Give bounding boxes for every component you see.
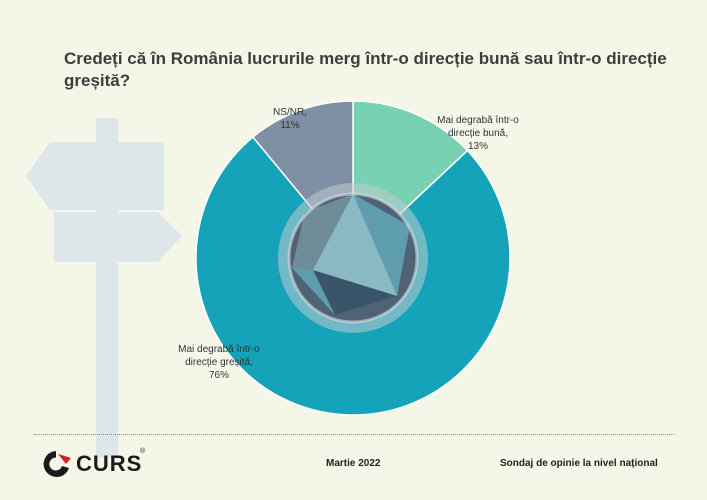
label-good: Mai degrabă într-o direcție bună, 13% <box>437 115 519 152</box>
footer-divider <box>34 434 674 435</box>
survey-note: Sondaj de opinie la nivel național <box>500 458 658 469</box>
survey-date: Martie 2022 <box>326 458 381 469</box>
label-wrong: Mai degrabă într-o direcție greșită, 76% <box>178 344 260 381</box>
label-nsnr: NS/NR, 11% <box>273 107 307 131</box>
chart-title: Credeți că în România lucrurile merg înt… <box>64 49 667 90</box>
curs-logo-icon <box>43 451 71 477</box>
registered-mark: ® <box>140 448 146 455</box>
brand-name: CURS <box>76 451 143 476</box>
